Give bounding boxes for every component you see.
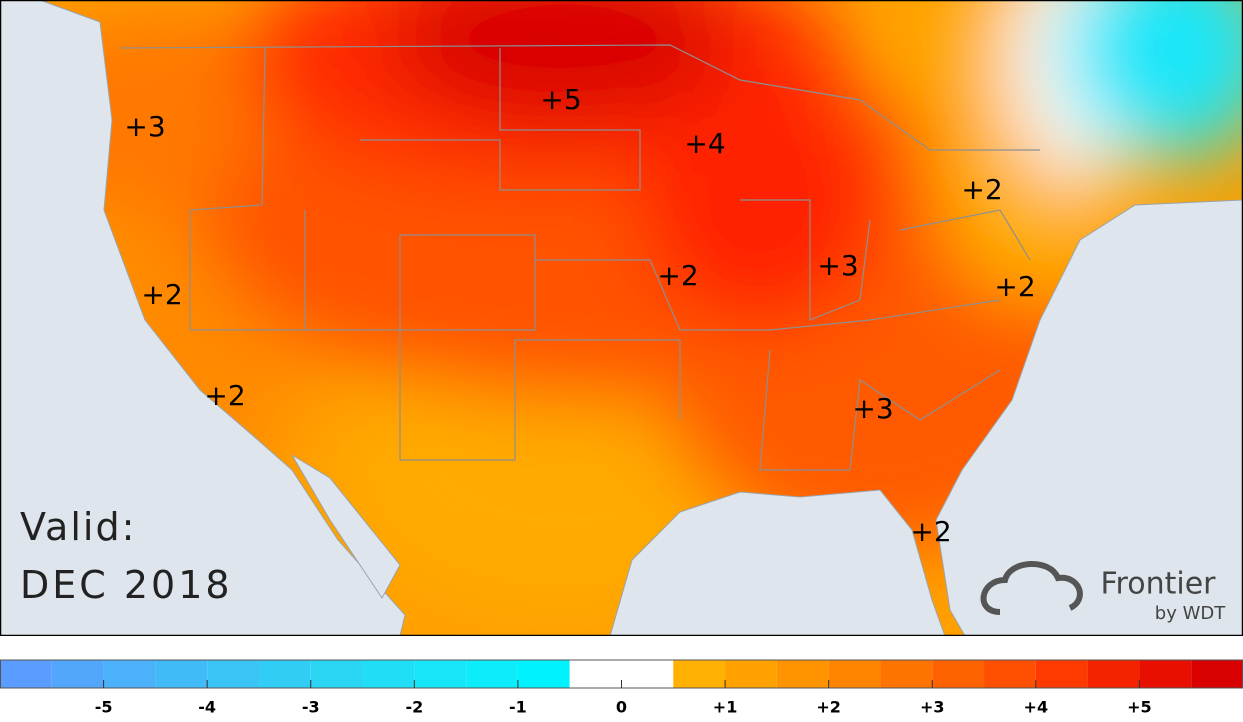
anomaly-label: +3	[852, 392, 893, 425]
anomaly-label: +2	[141, 278, 182, 311]
colorbar-segment	[258, 660, 311, 688]
colorbar-segment	[776, 660, 829, 688]
logo-sub: by WDT	[1155, 603, 1226, 624]
colorbar-tick-label: -2	[405, 698, 423, 717]
colorbar-segment	[310, 660, 363, 688]
anomaly-label: +2	[910, 515, 951, 548]
colorbar-segment	[103, 660, 156, 688]
colorbar-tick-label: +2	[816, 698, 841, 717]
colorbar-tick-label: -1	[509, 698, 527, 717]
valid-label: Valid:	[20, 505, 136, 549]
colorbar-tick-label: +4	[1024, 698, 1049, 717]
colorbar-tick-label: -4	[198, 698, 216, 717]
anomaly-label: +2	[961, 173, 1002, 206]
map: Valid: DEC 2018 Frontier by WDT	[0, 0, 1243, 636]
colorbar-segment	[517, 660, 570, 688]
colorbar-segment	[984, 660, 1036, 688]
anomaly-label: +3	[817, 249, 858, 282]
colorbar-segment	[932, 660, 985, 688]
colorbar-tick-label: +1	[713, 698, 738, 717]
colorbar-segment	[1139, 660, 1192, 688]
anomaly-label: +5	[540, 83, 581, 116]
logo: Frontier by WDT	[980, 561, 1226, 624]
logo-name: Frontier	[1100, 567, 1216, 602]
anomaly-label: +2	[204, 379, 245, 412]
colorbar-segment	[725, 660, 777, 688]
anomaly-label: +4	[684, 127, 725, 160]
colorbar-segment	[673, 660, 726, 688]
colorbar-segment	[0, 660, 52, 688]
anomaly-label: +3	[124, 110, 165, 143]
colorbar-segment	[1191, 660, 1243, 688]
colorbar-tick-label: -3	[302, 698, 320, 717]
colorbar-segment	[1087, 660, 1140, 688]
colorbar-segment	[466, 660, 518, 688]
colorbar-tick-label: +5	[1127, 698, 1152, 717]
colorbar-tick-label: +3	[920, 698, 945, 717]
colorbar: -5 -4 -3 -2 -1 0 +1 +2 +3 +4 +5	[0, 659, 1243, 717]
anomaly-label: +2	[994, 270, 1035, 303]
valid-date: DEC 2018	[20, 563, 233, 607]
water	[0, 0, 1243, 636]
colorbar-tick-label: -5	[95, 698, 113, 717]
colorbar-segment	[828, 660, 881, 688]
colorbar-segment	[155, 660, 208, 688]
borders	[119, 44, 1040, 471]
colorbar-segment	[1035, 660, 1088, 688]
colorbar-segment	[362, 660, 415, 688]
colorbar-segment	[414, 660, 467, 688]
colorbar-segment	[880, 660, 933, 688]
anomaly-labels: +3 +5 +4 +2 +2 +2 +3 +2 +2 +3 +2	[124, 83, 1035, 548]
anomaly-label: +2	[657, 259, 698, 292]
colorbar-tick-label: 0	[616, 698, 627, 717]
colorbar-segment	[207, 660, 259, 688]
colorbar-segment	[51, 660, 104, 688]
